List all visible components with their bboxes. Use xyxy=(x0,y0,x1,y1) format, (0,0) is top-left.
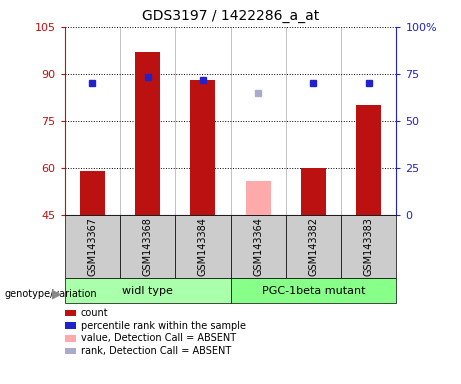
Title: GDS3197 / 1422286_a_at: GDS3197 / 1422286_a_at xyxy=(142,9,319,23)
Bar xyxy=(356,105,381,215)
Bar xyxy=(120,215,175,278)
Bar xyxy=(135,52,160,215)
Text: GSM143368: GSM143368 xyxy=(142,217,153,276)
Bar xyxy=(246,180,271,215)
Text: rank, Detection Call = ABSENT: rank, Detection Call = ABSENT xyxy=(81,346,231,356)
Bar xyxy=(65,278,230,303)
Text: count: count xyxy=(81,308,108,318)
Bar xyxy=(301,168,326,215)
Text: ▶: ▶ xyxy=(52,287,61,300)
Text: GSM143367: GSM143367 xyxy=(87,217,97,276)
Bar xyxy=(230,278,396,303)
Bar xyxy=(190,80,215,215)
Text: value, Detection Call = ABSENT: value, Detection Call = ABSENT xyxy=(81,333,236,343)
Text: percentile rank within the sample: percentile rank within the sample xyxy=(81,321,246,331)
Text: PGC-1beta mutant: PGC-1beta mutant xyxy=(262,286,365,296)
Bar xyxy=(230,215,286,278)
Bar xyxy=(175,215,230,278)
Bar xyxy=(286,215,341,278)
Text: GSM143382: GSM143382 xyxy=(308,217,319,276)
Bar xyxy=(341,215,396,278)
Bar xyxy=(65,215,120,278)
Text: GSM143383: GSM143383 xyxy=(364,217,374,276)
Text: GSM143364: GSM143364 xyxy=(253,217,263,276)
Text: widl type: widl type xyxy=(122,286,173,296)
Text: genotype/variation: genotype/variation xyxy=(5,289,97,299)
Bar xyxy=(80,171,105,215)
Text: GSM143384: GSM143384 xyxy=(198,217,208,276)
